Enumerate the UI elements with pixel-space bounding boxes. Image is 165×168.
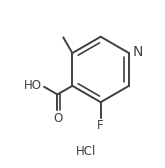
Text: F: F: [97, 119, 104, 132]
Text: HO: HO: [24, 79, 42, 92]
Text: HCl: HCl: [76, 145, 96, 158]
Text: N: N: [133, 45, 143, 59]
Text: O: O: [54, 112, 63, 125]
